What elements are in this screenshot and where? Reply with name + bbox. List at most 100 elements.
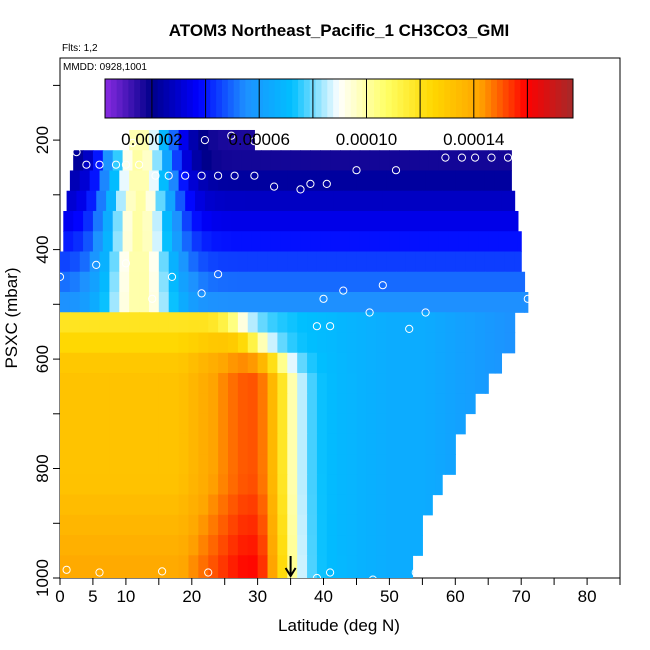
colorbar-swatch: [333, 79, 340, 118]
heatmap-cell: [326, 373, 338, 394]
colorbar-swatch: [426, 79, 434, 118]
heatmap-cell: [228, 292, 239, 313]
heatmap-cell: [178, 474, 190, 496]
heatmap-cell: [267, 454, 279, 475]
heatmap-cell: [208, 454, 219, 475]
heatmap-cell: [366, 312, 377, 334]
heatmap-cell: [148, 535, 160, 556]
heatmap-cell: [119, 474, 130, 496]
heatmap-cell: [435, 373, 447, 394]
heatmap-cell: [287, 514, 298, 536]
heatmap-cell: [116, 190, 127, 212]
heatmap-cell: [99, 535, 111, 556]
heatmap-cell: [119, 292, 130, 313]
heatmap-cell: [119, 312, 130, 334]
heatmap-cell: [455, 271, 466, 293]
heatmap-cell: [129, 332, 140, 354]
heatmap-cell: [386, 535, 397, 556]
heatmap-cell: [336, 535, 348, 556]
heatmap-cell: [60, 312, 71, 334]
heatmap-cell: [396, 170, 407, 192]
heatmap-cell: [218, 312, 229, 334]
heatmap-cell: [89, 454, 101, 475]
heatmap-cell: [257, 393, 269, 415]
heatmap-cell: [99, 454, 111, 475]
colorbar-swatch: [204, 79, 211, 118]
heatmap-cell: [307, 393, 318, 415]
heatmap-cell: [188, 535, 199, 556]
observation-point: [312, 573, 321, 578]
heatmap-cell: [247, 373, 259, 394]
colorbar-swatch: [526, 79, 533, 118]
heatmap-cell: [251, 231, 262, 253]
heatmap-cell: [168, 170, 180, 192]
heatmap-cell: [514, 292, 526, 313]
heatmap-cell: [498, 210, 509, 232]
heatmap-cell: [307, 555, 318, 578]
heatmap-cell: [277, 170, 288, 192]
heatmap-cell: [514, 271, 526, 293]
heatmap-cell: [257, 514, 269, 536]
heatmap-cell: [158, 312, 170, 334]
heatmap-cell: [139, 312, 150, 334]
heatmap-cell: [79, 555, 91, 578]
heatmap-cell: [228, 555, 239, 578]
heatmap-cell: [484, 352, 496, 374]
colorbar-swatch: [496, 79, 504, 118]
heatmap-cell: [386, 474, 397, 496]
heatmap-cell: [326, 514, 338, 536]
heatmap-cell: [475, 251, 486, 273]
colorbar-swatch: [216, 79, 223, 118]
heatmap-cell: [386, 332, 397, 354]
heatmap-cell: [504, 251, 516, 273]
heatmap-cell: [211, 150, 223, 172]
heatmap-cell: [356, 454, 367, 475]
heatmap-cell: [346, 251, 358, 273]
heatmap-cell: [419, 210, 430, 232]
heatmap-cell: [478, 150, 489, 172]
heatmap-cell: [336, 514, 348, 536]
heatmap-cell: [316, 433, 328, 455]
heatmap-cell: [79, 454, 91, 475]
heatmap-cell: [89, 474, 101, 496]
heatmap-cell: [79, 352, 91, 374]
heatmap-cell: [336, 251, 348, 273]
heatmap-cell: [237, 433, 249, 455]
observation-point: [214, 270, 223, 279]
heatmap-cell: [139, 514, 150, 536]
heatmap-cell: [119, 352, 130, 374]
heatmap-cell: [267, 251, 279, 273]
heatmap-cell: [66, 190, 78, 212]
heatmap-cell: [494, 271, 506, 293]
heatmap-cell: [326, 170, 338, 192]
heatmap-cell: [99, 352, 111, 374]
heatmap-cell: [386, 514, 397, 536]
heatmap-cell: [316, 251, 328, 273]
heatmap-cell: [498, 150, 509, 172]
colorbar-swatch: [368, 79, 375, 118]
heatmap-cell: [79, 514, 91, 536]
heatmap-cell: [316, 413, 328, 435]
observation-point: [471, 153, 480, 162]
heatmap-cell: [208, 312, 219, 334]
heatmap-cell: [139, 170, 150, 192]
heatmap-cell: [346, 332, 358, 354]
heatmap-cell: [79, 312, 91, 334]
heatmap-cell: [247, 535, 259, 556]
heatmap-cell: [300, 150, 311, 172]
x-tick-label: 30: [248, 587, 267, 606]
colorbar-swatch: [181, 79, 188, 118]
heatmap-cell: [60, 454, 71, 475]
heatmap-cell: [415, 271, 427, 293]
observation-point: [95, 160, 104, 169]
heatmap-cell: [277, 535, 288, 556]
heatmap-cell: [69, 312, 81, 334]
heatmap-cell: [237, 271, 249, 293]
heatmap-cell: [119, 251, 130, 273]
heatmap-cell: [99, 271, 111, 293]
heatmap-cell: [415, 393, 427, 415]
heatmap-cell: [445, 292, 456, 313]
heatmap-cell: [208, 129, 219, 151]
heatmap-cell: [494, 332, 506, 354]
heatmap-cell: [198, 292, 209, 313]
